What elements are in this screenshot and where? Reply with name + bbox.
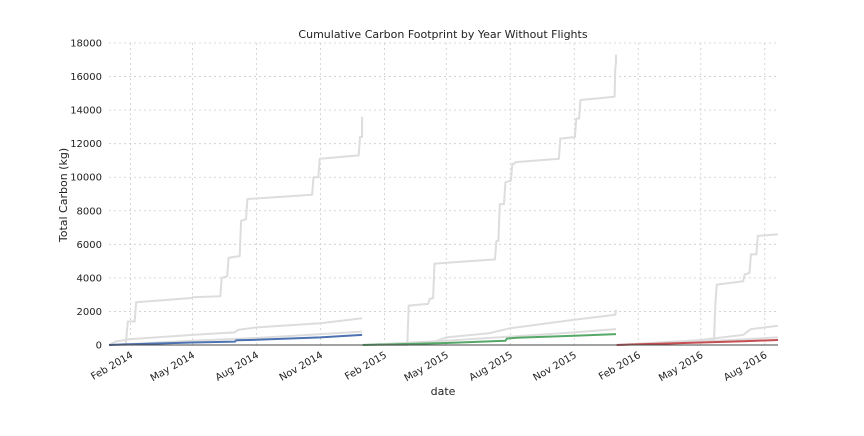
x-tick-label: May 2014 <box>149 350 197 384</box>
series-group <box>108 54 779 346</box>
y-tick-label: 2000 <box>77 307 102 318</box>
x-tick-label: Aug 2016 <box>722 350 769 384</box>
y-tick-label: 16000 <box>70 72 102 83</box>
y-tick-label: 10000 <box>70 173 102 184</box>
y-tick-label: 6000 <box>77 240 102 251</box>
y-tick-label: 12000 <box>70 139 102 150</box>
y-axis-label: Total Carbon (kg) <box>57 148 70 243</box>
x-tick-label: Nov 2014 <box>278 350 325 384</box>
x-axis-label: date <box>431 385 456 398</box>
series-line-9 <box>616 324 779 346</box>
x-tick-label: May 2015 <box>403 350 451 384</box>
y-tick-label: 8000 <box>77 206 102 217</box>
x-tick-label: Feb 2016 <box>597 350 643 383</box>
x-tick-label: Feb 2015 <box>343 350 389 383</box>
y-tick-label: 4000 <box>77 273 102 284</box>
x-tick-label: Nov 2015 <box>532 350 579 384</box>
x-tick-labels: Feb 2014 May 2014 Aug 2014 Nov 2014 Feb 2015… <box>89 350 769 384</box>
series-line-7 <box>362 333 617 346</box>
series-line-0 <box>109 116 364 346</box>
chart-title: Cumulative Carbon Footprint by Year With… <box>298 28 587 41</box>
x-tick-label: May 2016 <box>657 350 705 384</box>
series-line-8 <box>616 233 779 346</box>
series-line-5 <box>362 309 617 346</box>
series-line-3 <box>108 333 363 346</box>
series-line-4 <box>362 54 617 346</box>
series-line-11 <box>616 339 779 346</box>
x-tick-label: Aug 2014 <box>214 350 261 384</box>
y-tick-label: 0 <box>96 341 102 352</box>
y-tick-label: 18000 <box>70 39 102 50</box>
y-tick-labels: 0 2000 4000 6000 8000 10000 12000 14000 16000 180… <box>70 39 102 352</box>
series-line-1 <box>108 317 363 346</box>
series-line-6 <box>362 328 617 346</box>
x-tick-label: Feb 2014 <box>89 350 135 383</box>
grid <box>109 42 778 345</box>
x-tick-label: Aug 2015 <box>468 350 515 384</box>
y-tick-label: 14000 <box>70 106 102 117</box>
